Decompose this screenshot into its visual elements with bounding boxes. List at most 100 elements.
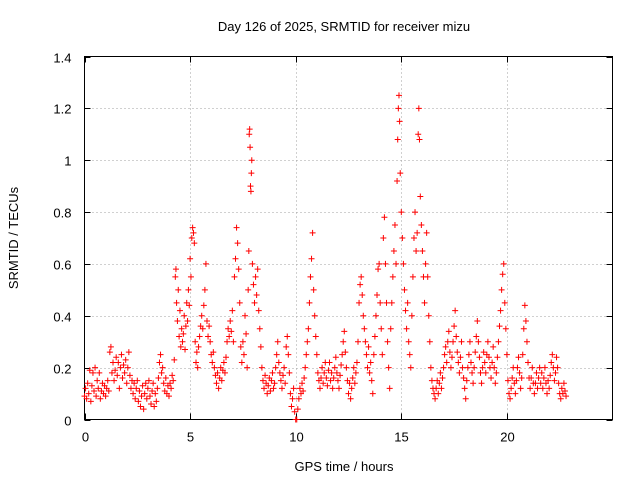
data-point [175, 286, 182, 293]
data-point [115, 359, 122, 366]
data-point [509, 375, 516, 382]
data-point [190, 229, 197, 236]
data-point [379, 351, 386, 358]
data-point [230, 338, 237, 345]
data-point [291, 408, 298, 415]
data-point [450, 338, 457, 345]
data-point [361, 325, 368, 332]
data-point [245, 247, 252, 254]
data-point [290, 385, 297, 392]
data-point [425, 312, 432, 319]
data-point [275, 359, 282, 366]
data-point [206, 323, 213, 330]
data-point [421, 299, 428, 306]
data-point [444, 338, 451, 345]
data-point [448, 354, 455, 361]
y-tick-label: 0.2 [53, 362, 71, 377]
data-point [531, 390, 538, 397]
data-point [106, 349, 113, 356]
data-point [513, 377, 520, 384]
data-point [198, 312, 205, 319]
data-point [274, 338, 281, 345]
data-point [84, 380, 91, 387]
data-point [342, 349, 349, 356]
data-point [326, 359, 333, 366]
data-point [350, 364, 357, 371]
data-point [325, 367, 332, 374]
data-point [403, 325, 410, 332]
data-point [93, 393, 100, 400]
data-point [412, 209, 419, 216]
data-point [446, 349, 453, 356]
data-point [514, 364, 521, 371]
data-point [536, 364, 543, 371]
data-point [213, 380, 220, 387]
data-point [114, 372, 121, 379]
data-point [118, 351, 125, 358]
grid-lines [84, 56, 613, 420]
data-point [362, 338, 369, 345]
data-point [133, 385, 140, 392]
data-point [558, 385, 565, 392]
data-point [214, 369, 221, 376]
data-point [433, 385, 440, 392]
data-point [171, 356, 178, 363]
data-point [302, 364, 309, 371]
data-point [186, 302, 193, 309]
data-point [533, 369, 540, 376]
data-point [108, 369, 115, 376]
data-point [283, 343, 290, 350]
data-point [193, 349, 200, 356]
data-point [540, 375, 547, 382]
data-point [383, 299, 390, 306]
data-point [251, 299, 258, 306]
x-axis-label: GPS time / hours [295, 459, 394, 474]
data-point [388, 299, 395, 306]
data-point [500, 260, 507, 267]
data-point [294, 406, 301, 413]
data-point [474, 317, 481, 324]
data-point [313, 351, 320, 358]
data-point [303, 351, 310, 358]
data-point [91, 387, 98, 394]
data-point [424, 273, 431, 280]
data-point [236, 299, 243, 306]
data-point [195, 343, 202, 350]
data-point [192, 338, 199, 345]
data-point [489, 359, 496, 366]
data-point [189, 224, 196, 231]
data-point [143, 395, 150, 402]
data-point [243, 330, 250, 337]
data-point [218, 377, 225, 384]
data-point [441, 351, 448, 358]
data-point [519, 351, 526, 358]
data-point [104, 377, 111, 384]
data-point [82, 385, 89, 392]
data-point [402, 307, 409, 314]
data-point [504, 377, 511, 384]
data-point [477, 369, 484, 376]
data-point [319, 364, 326, 371]
data-point [211, 364, 218, 371]
data-point [541, 364, 548, 371]
data-point [226, 333, 233, 340]
data-point [360, 312, 367, 319]
data-point [370, 351, 377, 358]
data-point [525, 359, 532, 366]
data-point [158, 369, 165, 376]
data-point [188, 235, 195, 241]
data-point [272, 364, 279, 371]
data-point [415, 105, 422, 112]
data-point [285, 351, 292, 358]
data-point [232, 255, 239, 262]
data-point [459, 364, 466, 371]
data-point [288, 403, 295, 410]
data-point [132, 395, 139, 402]
data-point [191, 240, 198, 247]
data-point [339, 351, 346, 358]
data-point [248, 157, 255, 164]
data-point [131, 380, 138, 387]
data-point [162, 375, 169, 382]
data-point [151, 403, 158, 410]
data-point [471, 364, 478, 371]
